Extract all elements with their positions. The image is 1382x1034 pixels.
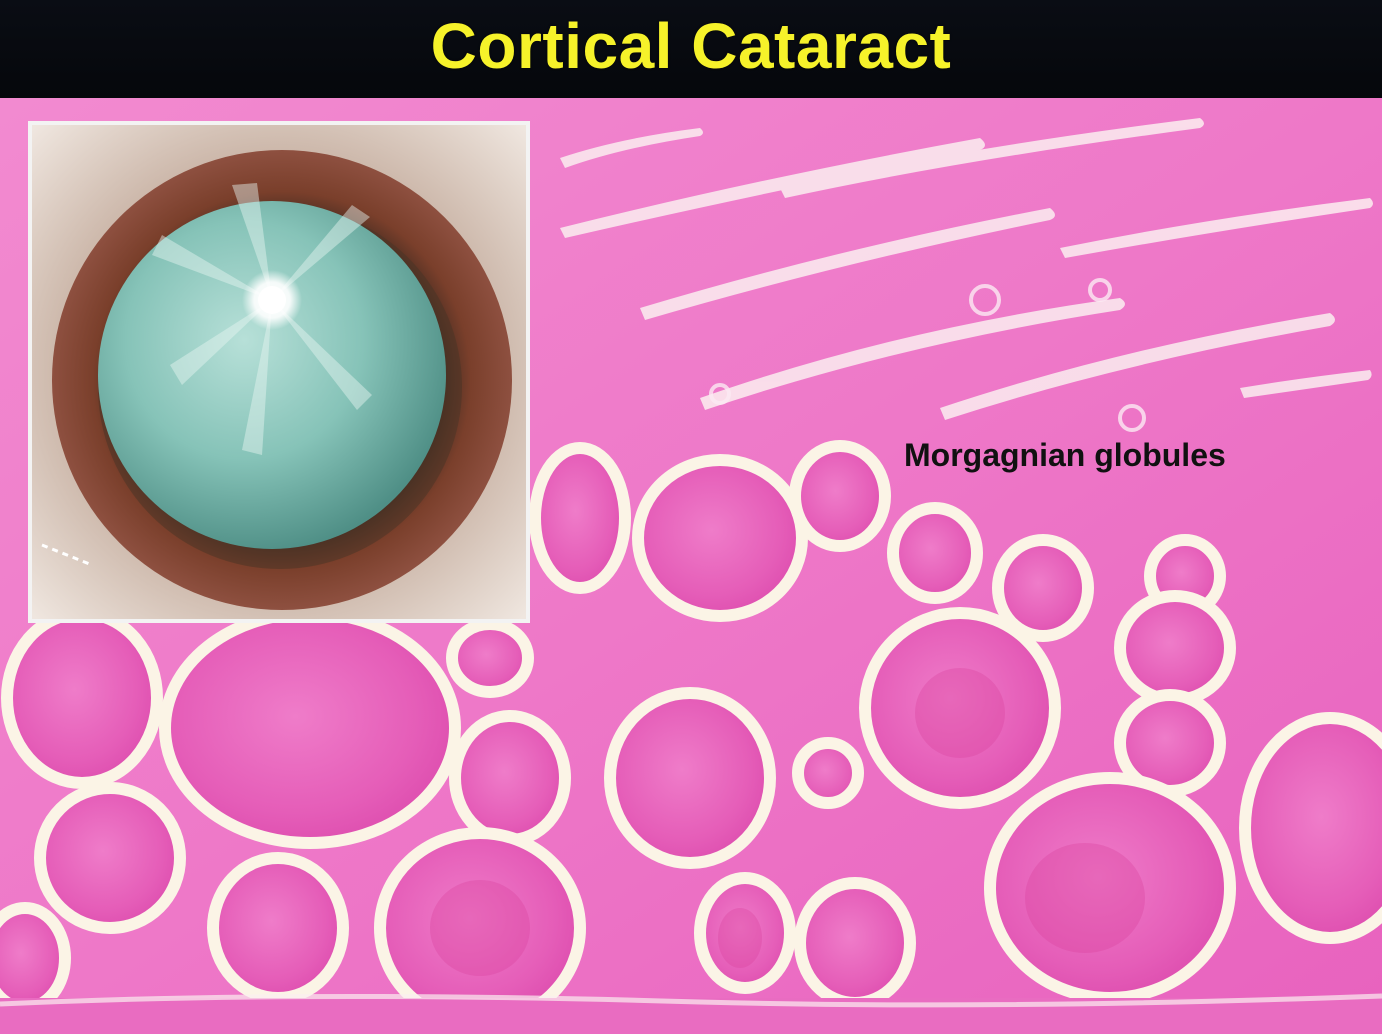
title-bar: Cortical Cataract [0,0,1382,98]
morgagnian-globules-label: Morgagnian globules [904,437,1226,473]
histology-micrograph [0,98,1382,1034]
eye-photo-inset [28,121,530,623]
slide-title: Cortical Cataract [430,10,952,82]
